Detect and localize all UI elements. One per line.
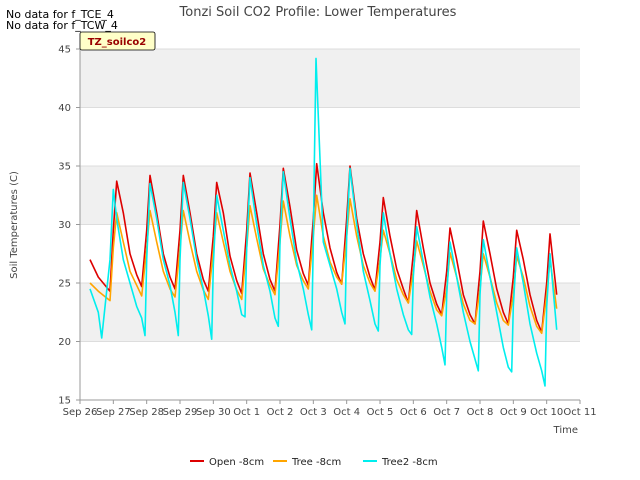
- y-axis-label: Soil Temperatures (C): [9, 171, 20, 279]
- x-tick-label: Sep 26: [63, 407, 98, 418]
- y-tick-label: 35: [58, 162, 71, 173]
- y-tick-label: 45: [58, 45, 71, 56]
- plot-band: [80, 49, 580, 108]
- x-tick-label: Oct 3: [300, 407, 327, 418]
- no-data-message-1: No data for f_TCE_4: [6, 8, 114, 21]
- legend-label: Open -8cm: [209, 457, 264, 468]
- legend-label: Tree2 -8cm: [381, 457, 438, 468]
- x-tick-label: Oct 5: [367, 407, 394, 418]
- legend-label: Tree -8cm: [291, 457, 341, 468]
- site-tag-label: TZ_soilco2: [88, 37, 147, 48]
- x-tick-label: Sep 29: [163, 407, 198, 418]
- y-tick-label: 40: [58, 103, 71, 114]
- legend-item: Tree -8cm: [273, 457, 341, 468]
- legend: Open -8cm Tree -8cm Tree2 -8cm: [190, 457, 438, 468]
- chart-title: Tonzi Soil CO2 Profile: Lower Temperatur…: [179, 5, 457, 20]
- y-tick-label: 15: [58, 396, 71, 407]
- no-data-message-2: No data for f_TCW_4: [6, 19, 118, 32]
- series-layer: [89, 57, 558, 387]
- x-tick-label: Oct 10: [530, 407, 563, 418]
- x-tick-label: Oct 7: [433, 407, 460, 418]
- site-tag: TZ_soilco2: [79, 31, 156, 51]
- y-tick-label: 25: [58, 279, 71, 290]
- legend-item: Open -8cm: [190, 457, 264, 468]
- x-tick-label: Oct 4: [333, 407, 360, 418]
- x-tick-label: Oct 11: [563, 407, 596, 418]
- x-tick-label: Oct 6: [400, 407, 427, 418]
- y-tick-label: 30: [58, 220, 71, 231]
- x-axis-label: Time: [553, 425, 578, 436]
- x-tick-label: Sep 30: [196, 407, 231, 418]
- legend-item: Tree2 -8cm: [363, 457, 438, 468]
- x-tick-label: Oct 9: [500, 407, 527, 418]
- plot-band: [80, 283, 580, 342]
- series-line-tree2-8cm: [89, 57, 558, 387]
- x-tick-label: Oct 8: [467, 407, 494, 418]
- x-tick-label: Sep 28: [129, 407, 164, 418]
- x-tick-label: Sep 27: [96, 407, 131, 418]
- plot-band: [80, 107, 580, 166]
- plot-band: [80, 341, 580, 400]
- x-tick-label: Oct 2: [267, 407, 294, 418]
- series-line-open-8cm: [89, 162, 558, 333]
- y-tick-label: 20: [58, 337, 71, 348]
- plot-band: [80, 166, 580, 225]
- x-tick-label: Oct 1: [233, 407, 260, 418]
